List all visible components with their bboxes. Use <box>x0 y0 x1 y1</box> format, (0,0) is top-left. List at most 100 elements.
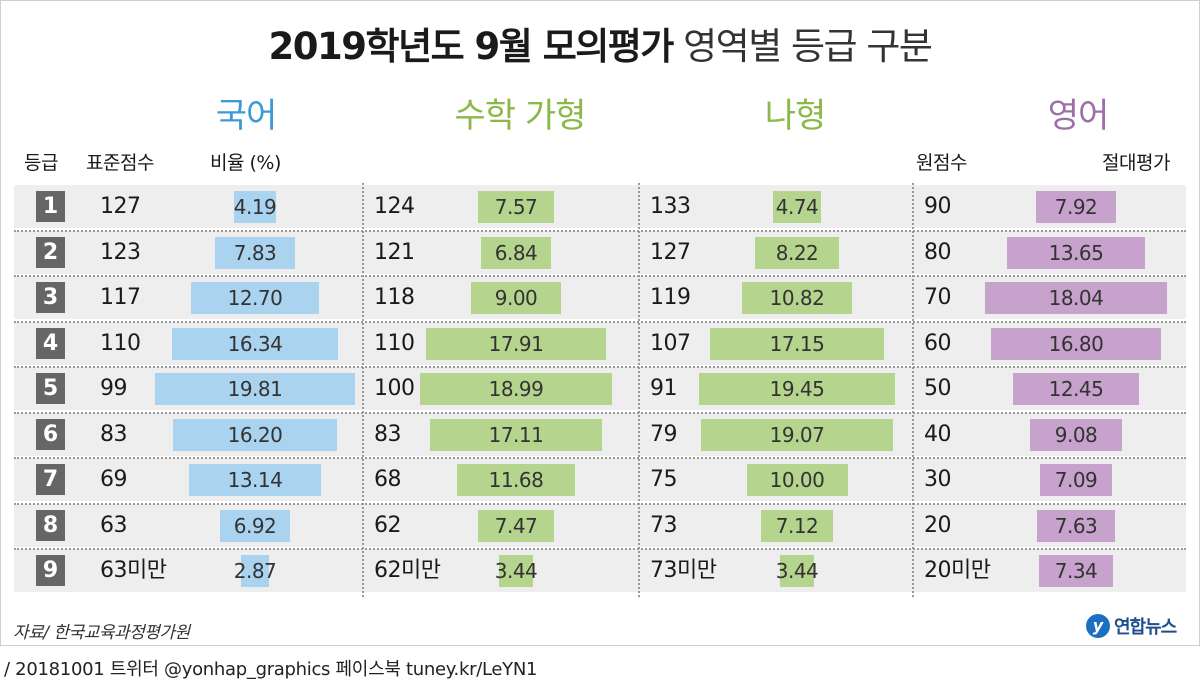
math-ga-score: 118 <box>374 285 415 310</box>
english-ratio-label: 16.80 <box>1048 331 1104 356</box>
yonhap-logo-icon: y <box>1086 614 1110 638</box>
english-ratio-label: 12.45 <box>1048 377 1104 401</box>
math-ga-score: 110 <box>374 330 415 356</box>
math-ga-ratio-label: 17.11 <box>488 422 544 447</box>
grade-badge: 1 <box>36 191 65 222</box>
math-na-score: 73 <box>650 512 678 538</box>
header-ratio: 비율 (%) <box>210 152 281 174</box>
math-na-bar <box>755 236 839 269</box>
section-math-ga: 수학 가형 <box>454 96 587 136</box>
english-ratio-label: 9.08 <box>1054 422 1098 447</box>
math-na-score: 79 <box>650 421 678 447</box>
english-ratio-label: 13.65 <box>1048 240 1104 265</box>
korean-ratio-label: 19.81 <box>227 377 283 401</box>
math-na-score: 75 <box>650 467 678 492</box>
korean-ratio-label: 7.83 <box>233 240 277 265</box>
math-ga-ratio-label: 7.57 <box>494 195 538 219</box>
math-na-score: 127 <box>650 239 691 265</box>
math-na-bar <box>698 373 896 405</box>
math-ga-ratio-label: 11.68 <box>488 468 544 492</box>
korean-score: 63미만 <box>100 558 167 583</box>
grade-badge: 9 <box>36 555 65 586</box>
math-ga-bar <box>425 327 607 360</box>
math-ga-score: 83 <box>374 421 402 447</box>
row-divider <box>14 229 1186 232</box>
korean-ratio-label: 2.87 <box>233 559 277 583</box>
english-bar <box>1038 555 1114 587</box>
english-bar <box>1040 464 1112 496</box>
column-divider <box>638 183 640 597</box>
math-ga-ratio-label: 18.99 <box>488 377 544 401</box>
english-score: 50 <box>924 376 952 401</box>
math-na-ratio-label: 19.07 <box>769 422 825 447</box>
math-ga-bar <box>420 373 612 405</box>
section-korean: 국어 <box>215 96 278 136</box>
table-row <box>14 230 1186 274</box>
column-divider <box>912 183 914 597</box>
korean-bar <box>190 282 320 314</box>
math-ga-bar <box>470 282 562 314</box>
row-divider <box>14 502 1186 505</box>
math-ga-score: 62 <box>374 512 402 538</box>
korean-bar <box>188 464 322 496</box>
korean-score: 123 <box>100 239 141 265</box>
math-na-bar <box>742 282 852 314</box>
math-ga-bar <box>478 509 554 542</box>
table-row <box>14 185 1186 228</box>
footer-credit: / 20181001 트위터 @yonhap_graphics 페이스북 tun… <box>4 659 538 680</box>
korean-bar <box>220 509 290 542</box>
title-sub: 영역별 등급 구분 <box>683 25 933 68</box>
korean-score: 99 <box>100 376 128 401</box>
math-ga-score: 68 <box>374 467 402 492</box>
english-score: 70 <box>924 285 952 310</box>
english-bar <box>1007 236 1145 269</box>
korean-bar <box>173 418 337 451</box>
math-ga-ratio-label: 17.91 <box>488 331 544 356</box>
math-na-ratio-label: 3.44 <box>775 559 819 583</box>
korean-bar <box>233 191 277 223</box>
math-na-bar <box>710 327 884 360</box>
row-divider <box>14 548 1186 550</box>
english-bar <box>984 282 1168 314</box>
math-ga-score: 62미만 <box>374 558 441 583</box>
math-ga-bar <box>457 464 575 496</box>
korean-score: 127 <box>100 194 141 219</box>
math-na-score: 133 <box>650 194 691 219</box>
korean-ratio-label: 13.14 <box>227 468 283 492</box>
korean-bar <box>172 327 338 360</box>
korean-bar <box>154 373 356 405</box>
header-std-score: 표준점수 <box>86 152 154 174</box>
korean-ratio-label: 4.19 <box>233 195 277 219</box>
korean-ratio-label: 12.70 <box>227 286 283 310</box>
english-score: 60 <box>924 330 952 356</box>
section-math-na: 나형 <box>764 96 827 136</box>
grade-badge: 7 <box>36 464 65 495</box>
row-divider <box>14 457 1186 459</box>
english-score: 90 <box>924 194 952 219</box>
chart-title: 2019학년도 9월 모의평가 영역별 등급 구분 <box>0 16 1200 70</box>
english-ratio-label: 7.92 <box>1054 195 1098 219</box>
korean-score: 117 <box>100 285 141 310</box>
english-ratio-label: 7.34 <box>1054 559 1098 583</box>
english-score: 30 <box>924 467 952 492</box>
grade-badge: 6 <box>36 418 65 450</box>
korean-ratio-label: 16.20 <box>227 422 283 447</box>
math-na-score: 91 <box>650 376 678 401</box>
header-raw-score: 원점수 <box>916 152 967 174</box>
grade-badge: 4 <box>36 327 65 359</box>
math-na-ratio-label: 10.00 <box>769 468 825 492</box>
logo-text: 연합뉴스 <box>1114 617 1177 638</box>
row-divider <box>14 366 1186 368</box>
math-na-ratio-label: 17.15 <box>769 331 825 356</box>
math-na-bar <box>773 191 821 223</box>
title-main: 2019학년도 9월 모의평가 <box>268 25 675 68</box>
math-ga-bar <box>498 555 534 587</box>
math-na-bar <box>700 418 894 451</box>
english-bar <box>991 327 1161 360</box>
math-na-ratio-label: 19.45 <box>769 377 825 401</box>
math-ga-ratio-label: 6.84 <box>494 240 538 265</box>
korean-score: 63 <box>100 512 128 538</box>
english-bar <box>1036 191 1116 223</box>
math-na-score: 73미만 <box>650 558 717 583</box>
english-ratio-label: 7.09 <box>1054 468 1098 492</box>
